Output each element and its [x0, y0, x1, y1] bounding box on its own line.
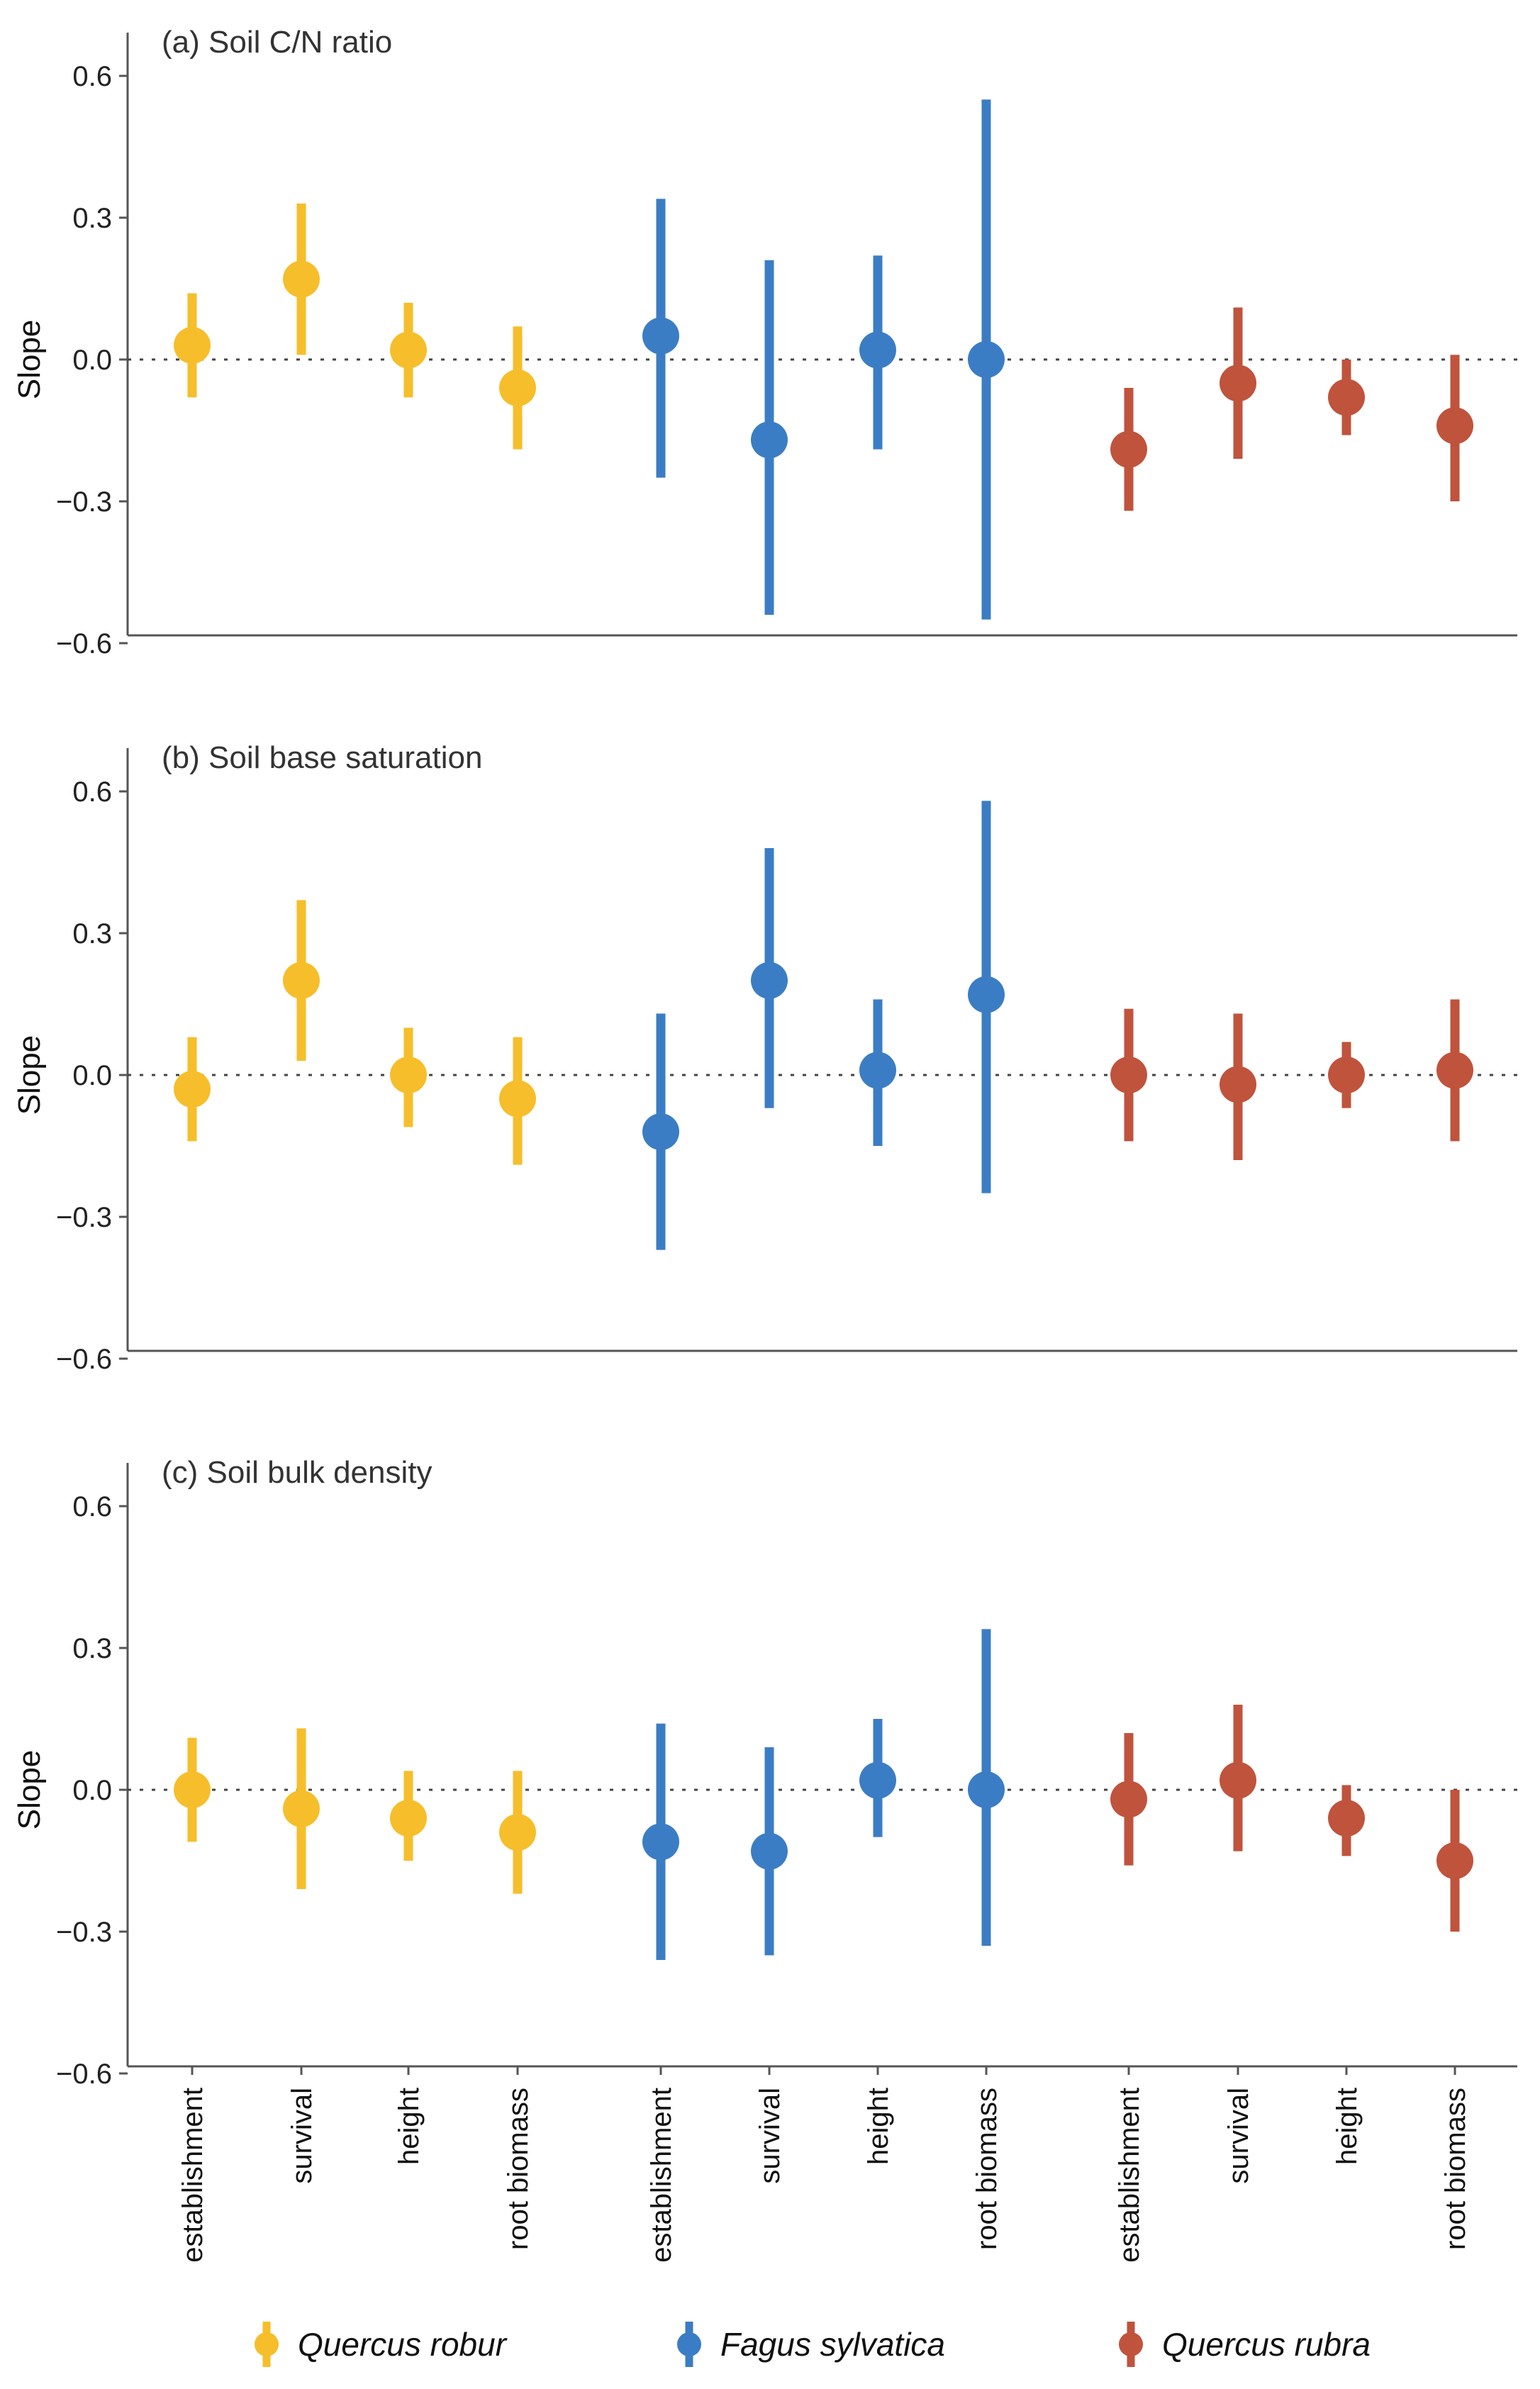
data-point	[283, 1790, 320, 1827]
panel-c: 0.6 0.3 0.0 −0.3 −0.6 Slope (c) Soil bulk dens…	[12, 1455, 1517, 2090]
data-point	[751, 962, 788, 999]
data-point	[751, 1832, 788, 1870]
series-fagus-sylvatica	[642, 99, 1005, 620]
data-point	[1328, 1800, 1365, 1837]
data-point	[642, 1823, 679, 1861]
data-point	[283, 260, 320, 298]
data-point	[174, 1071, 211, 1108]
y-tick-label: 0.3	[72, 918, 112, 950]
data-point	[751, 421, 788, 459]
x-category-label: height	[1332, 2088, 1363, 2165]
data-point	[1110, 1781, 1147, 1818]
data-point	[859, 1761, 896, 1799]
data-point	[499, 1814, 536, 1851]
panel-b: 0.6 0.3 0.0 −0.3 −0.6 Slope (b) Soil base satu…	[12, 740, 1517, 1375]
legend-key-point	[255, 2332, 279, 2356]
y-tick-label: 0.3	[72, 203, 112, 234]
data-point	[390, 331, 427, 369]
series-quercus-robur	[174, 900, 536, 1165]
panel-title: (b) Soil base saturation	[162, 740, 482, 775]
y-axis-title: Slope	[12, 1750, 47, 1830]
data-point	[1220, 1761, 1256, 1799]
y-tick-label: −0.3	[56, 1202, 112, 1233]
data-point	[968, 976, 1005, 1013]
x-category-label: root biomass	[503, 2088, 534, 2250]
x-category-label: establishment	[177, 2088, 208, 2263]
data-point	[859, 331, 896, 369]
data-point	[499, 369, 536, 406]
y-tick-label: 0.6	[72, 1491, 112, 1522]
x-category-label: height	[863, 2088, 894, 2165]
legend-key-point	[677, 2332, 701, 2356]
series-quercus-robur	[174, 204, 536, 450]
x-axis-category-labels: establishment survival height root biomass e…	[177, 2066, 1471, 2263]
data-point	[1110, 1057, 1147, 1093]
data-point	[390, 1057, 427, 1093]
x-category-label: survival	[754, 2088, 786, 2184]
y-tick-label: 0.0	[72, 1775, 112, 1806]
data-point	[642, 1113, 679, 1150]
x-category-label: survival	[1223, 2088, 1254, 2184]
legend: Quercus robur Fagus sylvatica Quercus rubr…	[255, 2322, 1371, 2367]
data-point	[1220, 1066, 1256, 1103]
data-point	[1328, 379, 1365, 416]
data-point	[1436, 1052, 1473, 1089]
y-tick-label: 0.0	[72, 1060, 112, 1091]
data-point	[1436, 407, 1473, 445]
legend-label: Quercus robur	[298, 2326, 508, 2363]
y-tick-label: 0.6	[72, 776, 112, 808]
legend-entry-quercus-robur: Quercus robur	[255, 2322, 508, 2367]
legend-key-point	[1119, 2332, 1143, 2356]
x-category-label: survival	[286, 2088, 318, 2184]
series-fagus-sylvatica	[642, 801, 1005, 1250]
y-axis-title: Slope	[12, 320, 47, 400]
data-point	[1328, 1057, 1365, 1093]
data-point	[859, 1052, 896, 1089]
x-category-label: root biomass	[971, 2088, 1003, 2250]
legend-label: Quercus rubra	[1162, 2326, 1371, 2363]
data-point	[1110, 430, 1147, 468]
panel-title: (a) Soil C/N ratio	[162, 25, 392, 60]
y-tick-label: 0.3	[72, 1633, 112, 1664]
y-tick-label: −0.6	[56, 1344, 112, 1375]
data-point	[968, 1771, 1005, 1808]
series-quercus-rubra	[1110, 307, 1473, 511]
x-category-label: establishment	[646, 2088, 677, 2263]
data-point	[1220, 364, 1256, 402]
legend-label: Fagus sylvatica	[720, 2326, 945, 2363]
panel-title: (c) Soil bulk density	[162, 1455, 432, 1490]
series-quercus-robur	[174, 1728, 536, 1894]
y-tick-label: 0.0	[72, 345, 112, 376]
panel-a: 0.6 0.3 0.0 −0.3 −0.6 Slope (a) Soil C/N ratio	[12, 25, 1517, 659]
x-category-label: height	[394, 2088, 425, 2165]
legend-entry-fagus-sylvatica: Fagus sylvatica	[677, 2322, 945, 2367]
data-point	[174, 1771, 211, 1808]
legend-entry-quercus-rubra: Quercus rubra	[1119, 2322, 1371, 2367]
x-category-label: establishment	[1114, 2088, 1145, 2263]
series-quercus-rubra	[1110, 1705, 1473, 1932]
panels: 0.6 0.3 0.0 −0.3 −0.6 Slope (a) Soil C/N ratio…	[12, 25, 1517, 2090]
y-tick-label: −0.3	[56, 486, 112, 518]
y-tick-label: −0.6	[56, 628, 112, 659]
data-point	[499, 1080, 536, 1118]
data-point	[390, 1800, 427, 1837]
y-tick-label: 0.6	[72, 61, 112, 92]
y-axis-title: Slope	[12, 1035, 47, 1115]
data-point	[174, 327, 211, 364]
data-point	[1436, 1842, 1473, 1879]
data-point	[968, 341, 1005, 378]
y-tick-label: −0.3	[56, 1917, 112, 1948]
series-quercus-rubra	[1110, 999, 1473, 1160]
series-fagus-sylvatica	[642, 1629, 1005, 1960]
data-point	[642, 317, 679, 355]
y-tick-label: −0.6	[56, 2059, 112, 2090]
x-category-label: root biomass	[1440, 2088, 1471, 2250]
data-point	[283, 962, 320, 999]
